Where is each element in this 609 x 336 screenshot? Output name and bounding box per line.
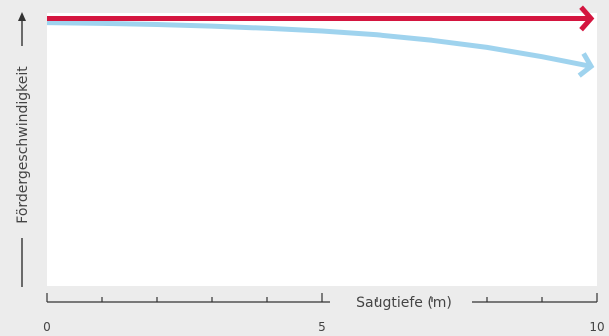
y-axis-label: Fördergeschwindigkeit: [15, 66, 31, 224]
y-axis-arrow-head: [18, 12, 26, 21]
series-line-1: [46, 20, 589, 69]
plot-area: [47, 13, 597, 286]
x-axis: Saugtiefe (m) 0 5 10: [43, 293, 605, 334]
x-tick-label: 0: [43, 320, 51, 334]
x-axis-label: Saugtiefe (m): [356, 295, 452, 311]
y-axis-label-group: Fördergeschwindigkeit: [15, 12, 31, 287]
series-arrowhead-0: [579, 5, 595, 32]
x-tick-labels: 0 5 10: [43, 320, 604, 334]
x-ticks: [46, 293, 598, 302]
series-layer: [46, 5, 595, 78]
series-arrowhead-1: [577, 52, 595, 78]
x-tick-label: 10: [589, 320, 604, 334]
x-tick-label: 5: [318, 320, 326, 334]
